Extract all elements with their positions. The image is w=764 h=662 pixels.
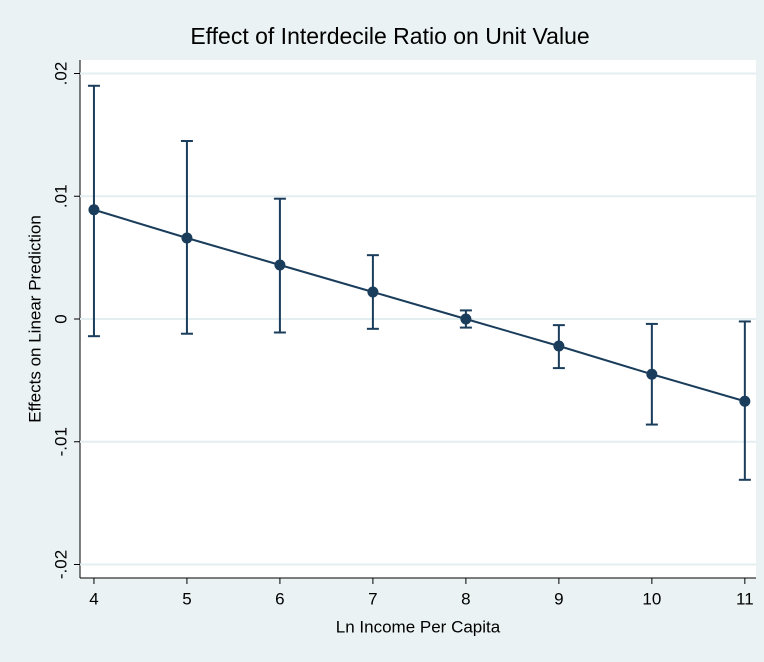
y-tick-label: -.01 [51, 427, 70, 456]
point [460, 313, 472, 325]
chart-title: Effect of Interdecile Ratio on Unit Valu… [190, 23, 589, 49]
x-tick-label: 10 [642, 589, 661, 608]
point [739, 395, 751, 407]
x-tick-label: 8 [461, 589, 470, 608]
y-axis-label: Effects on Linear Prediction [25, 215, 44, 423]
line [93, 208, 746, 403]
x-tick-label: 4 [89, 589, 98, 608]
x-axis-label: Ln Income Per Capita [336, 617, 501, 636]
point [646, 368, 658, 380]
x-tick-label: 11 [736, 589, 754, 608]
y-tick-label: .02 [51, 62, 70, 86]
point [181, 232, 193, 244]
x-tick-label: 5 [182, 589, 191, 608]
y-tick-label: .01 [51, 184, 70, 208]
point [274, 259, 286, 271]
x-tick-label: 6 [275, 589, 284, 608]
point [367, 286, 379, 298]
x-tick-label: 7 [368, 589, 377, 608]
point [553, 340, 565, 352]
y-tick-label: -.02 [51, 550, 70, 579]
x-tick-label: 9 [554, 589, 563, 608]
y-tick-label: 0 [51, 314, 70, 323]
point [88, 204, 100, 216]
